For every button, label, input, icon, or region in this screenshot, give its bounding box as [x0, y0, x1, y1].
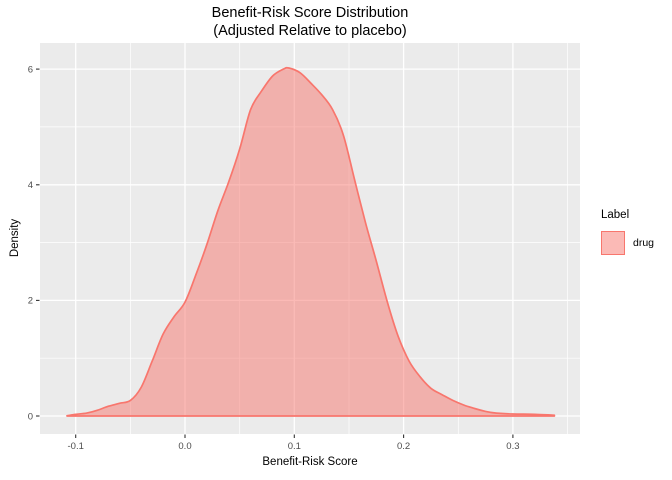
- legend-key-swatch: [601, 231, 625, 255]
- y-axis-title: Density: [9, 218, 21, 258]
- x-tick-label: -0.1: [68, 441, 84, 452]
- plot-title-line2: (Adjusted Relative to placebo): [213, 23, 407, 39]
- y-tick-label: 6: [28, 64, 33, 75]
- plot-title-line1: Benefit-Risk Score Distribution: [211, 5, 409, 21]
- legend-entry-drug: drug: [601, 231, 654, 255]
- plot-title: Benefit-Risk Score Distribution (Adjuste…: [40, 4, 580, 40]
- y-tick-label: 2: [28, 296, 33, 307]
- legend: Label drug: [601, 209, 654, 255]
- x-tick-label: 0.0: [178, 441, 191, 452]
- y-tick-label: 0: [28, 411, 33, 422]
- x-tick-label: 0.2: [397, 441, 410, 452]
- legend-title: Label: [601, 209, 630, 221]
- x-tick-label: 0.1: [288, 441, 301, 452]
- legend-entry-label: drug: [633, 237, 655, 249]
- x-axis-title: Benefit-Risk Score: [262, 456, 358, 468]
- density-curve-drug: [66, 66, 556, 417]
- y-tick-label: 4: [28, 180, 33, 191]
- x-tick-label: 0.3: [506, 441, 519, 452]
